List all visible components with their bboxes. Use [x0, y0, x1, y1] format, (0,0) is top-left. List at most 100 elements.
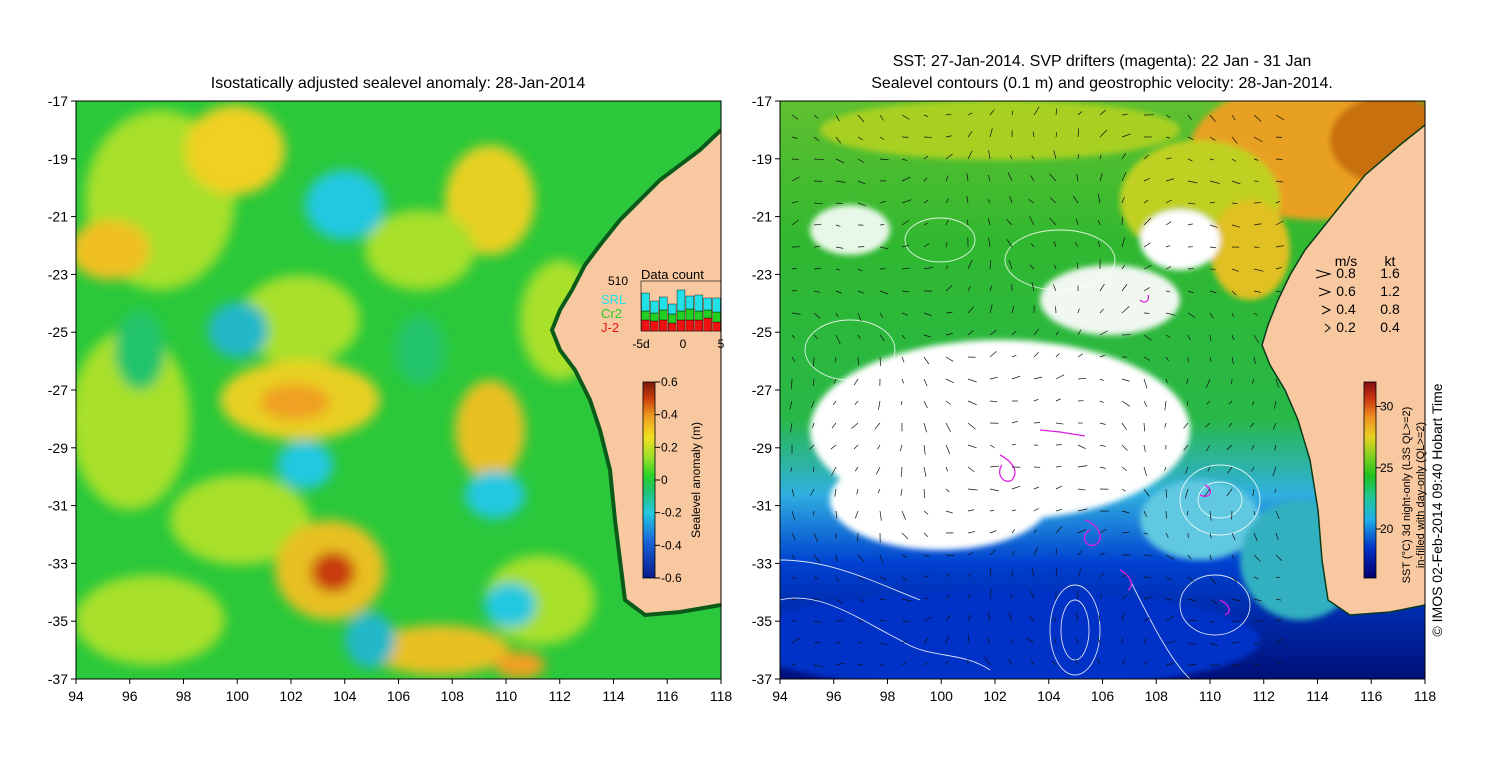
velocity-arrow: [1187, 554, 1192, 559]
coastline: [549, 128, 721, 618]
lat-tick-label: -33: [752, 555, 772, 571]
velocity-arrow: [835, 180, 846, 183]
sla-region: [311, 552, 355, 592]
velocity-arrow: [1011, 305, 1015, 314]
velocity-arrow: [945, 242, 948, 248]
velocity-arrow: [791, 290, 797, 292]
right-lon-axis: 94 96 98 100 102 104 106 108 110 112 114 116 118: [772, 679, 1436, 704]
velocity-arrow: [878, 400, 881, 410]
velocity-arrow: [967, 306, 975, 314]
data-count-bar-srl: [667, 303, 677, 315]
data-count-bar-j2: [676, 319, 686, 332]
velocity-arrow: [1099, 154, 1102, 160]
velocity-arrow: [1209, 356, 1212, 362]
velocity-arrow: [1121, 594, 1128, 600]
lon-tick-label: 102: [983, 688, 1007, 704]
sla-region: [465, 471, 525, 519]
velocity-arrow: [1165, 312, 1176, 316]
velocity-arrow: [791, 356, 796, 363]
velocity-arrow: [835, 662, 845, 666]
velocity-arrow: [1098, 615, 1101, 622]
lat-tick-label: -23: [48, 266, 68, 282]
velocity-arrow: [1165, 641, 1176, 644]
data-count-bar-j2: [641, 319, 650, 332]
velocity-arrow: [923, 637, 929, 644]
velocity-arrow: [853, 378, 859, 386]
velocity-arrow: [813, 114, 819, 119]
velocity-arrow: [1165, 662, 1174, 666]
velocity-arrow: [1033, 529, 1037, 534]
velocity-arrow: [1231, 620, 1240, 623]
velocity-arrow: [1028, 614, 1035, 622]
velocity-arrow: [967, 466, 975, 473]
velocity-arrow: [1183, 422, 1189, 429]
lat-tick-label: -27: [48, 382, 68, 398]
velocity-arrow: [1077, 377, 1087, 380]
velocity-arrow: [901, 532, 909, 540]
sla-region: [455, 380, 525, 480]
lat-tick-label: -21: [752, 209, 772, 225]
velocity-legend-ms: 0.2: [1336, 319, 1356, 335]
velocity-arrow: [989, 589, 992, 600]
sla-region: [76, 330, 190, 510]
velocity-arrow: [1099, 400, 1104, 403]
velocity-arrow: [967, 614, 972, 622]
velocity-arrow: [1011, 569, 1013, 578]
sla-region: [365, 210, 475, 290]
velocity-arrow: [1187, 158, 1193, 162]
data-count-bar-j2: [685, 319, 695, 332]
velocity-arrow: [987, 611, 991, 622]
velocity-arrow: [967, 378, 977, 383]
velocity-arrow: [1121, 488, 1126, 492]
velocity-arrow: [813, 576, 819, 580]
velocity-arrow: [1251, 400, 1255, 406]
velocity-arrow: [967, 531, 976, 534]
velocity-arrow: [945, 573, 951, 578]
velocity-arrow: [1033, 328, 1040, 336]
velocity-arrow: [1121, 264, 1126, 270]
velocity-arrow: [854, 400, 859, 406]
sla-colorbar-tick-label: 0.6: [661, 375, 678, 389]
velocity-arrow: [1231, 202, 1238, 204]
velocity-arrow: [984, 656, 991, 666]
velocity-arrow: [1231, 114, 1236, 121]
data-count-legend-item: J-2: [601, 320, 619, 335]
lon-tick-label: 110: [495, 688, 518, 704]
velocity-arrow: [875, 466, 881, 475]
velocity-arrow: [923, 222, 928, 226]
velocity-arrow: [835, 290, 842, 294]
velocity-arrow: [1121, 444, 1128, 451]
velocity-arrow: [857, 664, 864, 666]
velocity-arrow: [1165, 598, 1172, 601]
velocity-arrow: [923, 114, 929, 117]
velocity-arrow: [1143, 422, 1146, 432]
velocity-arrow: [989, 329, 997, 336]
sla-region: [305, 170, 385, 240]
velocity-arrow: [1055, 548, 1058, 556]
velocity-arrow: [1033, 398, 1039, 402]
velocity-arrow: [1209, 136, 1216, 141]
velocity-arrow: [835, 641, 842, 644]
lat-tick-label: -17: [752, 93, 772, 109]
lon-tick-label: 96: [826, 688, 842, 704]
velocity-arrow: [1055, 374, 1065, 380]
velocity-arrow: [1121, 658, 1126, 666]
velocity-arrow: [1099, 595, 1103, 600]
sla-region: [395, 315, 445, 385]
velocity-legend-kt: 1.2: [1380, 283, 1400, 299]
velocity-arrow: [1231, 532, 1236, 541]
velocity-arrow: [1143, 177, 1151, 182]
velocity-arrow: [1030, 175, 1035, 182]
velocity-legend-arrow: [1324, 323, 1331, 333]
velocity-arrow: [1143, 596, 1152, 600]
velocity-arrow: [1143, 287, 1150, 292]
lat-tick-label: -35: [752, 613, 772, 629]
velocity-arrow: [1184, 488, 1189, 499]
lat-tick-label: -27: [752, 382, 772, 398]
velocity-arrow: [1231, 356, 1234, 365]
sla-region: [484, 583, 536, 627]
data-count-legend-item: Cr2: [601, 306, 622, 321]
velocity-arrow: [923, 400, 928, 409]
velocity-arrow: [1011, 529, 1016, 534]
velocity-arrow: [1029, 216, 1035, 226]
